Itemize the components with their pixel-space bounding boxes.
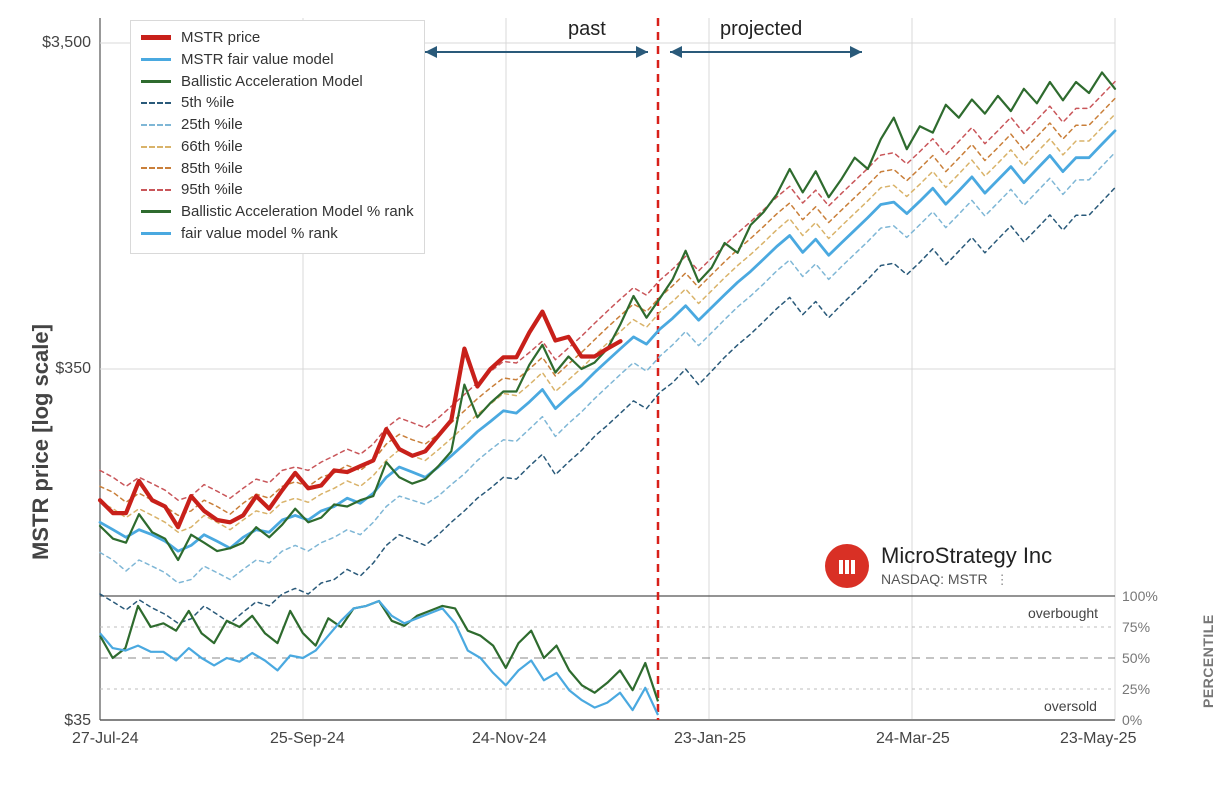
legend-swatch xyxy=(141,58,171,61)
legend-item: 5th %ile xyxy=(141,92,414,114)
legend-label: 5th %ile xyxy=(181,92,234,114)
xtick-1: 25-Sep-24 xyxy=(270,730,345,748)
legend-swatch xyxy=(141,232,171,235)
legend-item: MSTR fair value model xyxy=(141,49,414,71)
rank-tick-50: 50% xyxy=(1122,650,1150,666)
legend-item: 25th %ile xyxy=(141,114,414,136)
legend-swatch xyxy=(141,124,171,126)
legend-swatch xyxy=(141,189,171,191)
xtick-4: 24-Mar-25 xyxy=(876,730,950,748)
xtick-5: 23-May-25 xyxy=(1060,730,1136,748)
yaxis-right-label: PERCENTILE RANK xyxy=(1200,614,1213,708)
overbought-label: overbought xyxy=(1028,605,1098,621)
ytick-350: $350 xyxy=(55,360,91,378)
xtick-2: 24-Nov-24 xyxy=(472,730,547,748)
legend-item: fair value model % rank xyxy=(141,223,414,245)
legend-label: 66th %ile xyxy=(181,136,243,158)
past-label: past xyxy=(568,18,606,41)
chart-container: MSTR price [log scale] PERCENTILE RANK $… xyxy=(0,0,1213,790)
legend-item: 85th %ile xyxy=(141,158,414,180)
rank-tick-0: 0% xyxy=(1122,712,1142,728)
legend-swatch xyxy=(141,35,171,40)
ytick-35: $35 xyxy=(64,712,91,730)
legend-item: 95th %ile xyxy=(141,179,414,201)
legend-label: 25th %ile xyxy=(181,114,243,136)
legend-swatch xyxy=(141,210,171,213)
rank-tick-100: 100% xyxy=(1122,588,1158,604)
legend-item: Ballistic Acceleration Model % rank xyxy=(141,201,414,223)
legend-item: Ballistic Acceleration Model xyxy=(141,71,414,93)
legend-label: Ballistic Acceleration Model xyxy=(181,71,363,93)
legend-label: 95th %ile xyxy=(181,179,243,201)
projected-label: projected xyxy=(720,18,802,41)
legend-swatch xyxy=(141,146,171,148)
legend-label: MSTR price xyxy=(181,27,260,49)
brand-logo-icon xyxy=(825,544,869,588)
ytick-3500: $3,500 xyxy=(42,34,91,52)
xtick-3: 23-Jan-25 xyxy=(674,730,746,748)
legend-item: MSTR price xyxy=(141,27,414,49)
legend-label: 85th %ile xyxy=(181,158,243,180)
rank-tick-75: 75% xyxy=(1122,619,1150,635)
oversold-label: oversold xyxy=(1044,698,1097,714)
yaxis-left-label: MSTR price [log scale] xyxy=(28,324,54,560)
legend-label: Ballistic Acceleration Model % rank xyxy=(181,201,414,223)
brand-name: MicroStrategy Inc xyxy=(881,543,1052,569)
legend-swatch xyxy=(141,167,171,169)
legend-label: MSTR fair value model xyxy=(181,49,334,71)
legend-box: MSTR priceMSTR fair value modelBallistic… xyxy=(130,20,425,254)
legend-item: 66th %ile xyxy=(141,136,414,158)
legend-label: fair value model % rank xyxy=(181,223,338,245)
legend-swatch xyxy=(141,102,171,104)
brand-block: MicroStrategy Inc NASDAQ: MSTR⋮ xyxy=(825,543,1052,588)
brand-sub: NASDAQ: MSTR xyxy=(881,571,988,587)
rank-tick-25: 25% xyxy=(1122,681,1150,697)
xtick-0: 27-Jul-24 xyxy=(72,730,139,748)
legend-swatch xyxy=(141,80,171,83)
